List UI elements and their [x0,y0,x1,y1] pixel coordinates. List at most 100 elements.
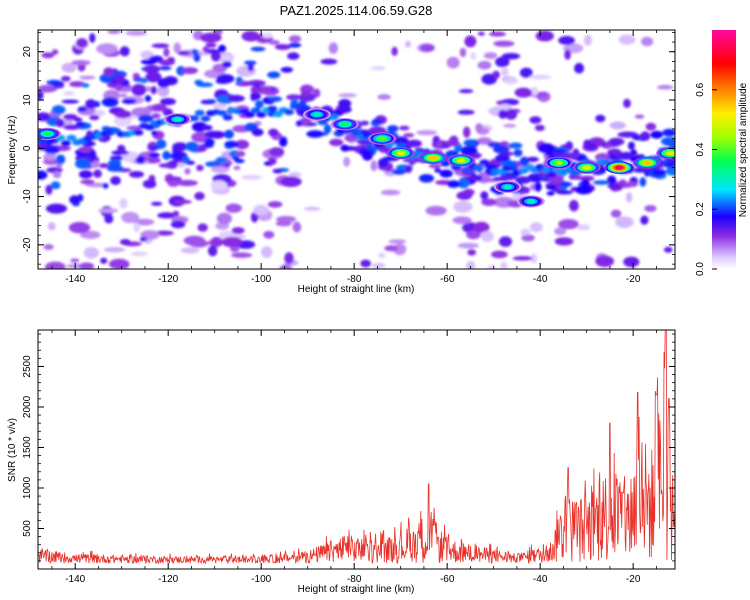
spectrogram-cell [499,141,509,146]
x-tick-label: -100 [251,574,271,585]
spectrogram-cell [627,141,635,150]
spectrogram-cell [439,169,453,178]
spectrogram-noise-cell [160,98,176,106]
spectrogram-cell [338,105,352,114]
colorbar: 0.0 0.2 0.4 0.6 Normalized spectral amplitu… [695,30,749,276]
spectrogram-noise-cell [618,34,636,45]
spectrogram-cell [50,181,61,190]
spectrogram-noise-cell [343,156,351,167]
spectrogram-noise-cell [133,222,141,233]
spectrogram-cell [487,142,504,148]
spectrogram-cell [148,152,160,158]
spectrogram-cell [156,139,167,149]
spectrogram-noise-cell [610,209,622,218]
spectrogram-noise-cell [520,228,531,236]
spectrogram-noise-cell [119,198,128,209]
spectrogram-noise-cell [477,60,492,70]
spectrogram-cell [75,121,86,127]
spectrogram-noise-cell [644,205,657,212]
spectrogram-cell [110,176,121,186]
spectrogram-cell [200,99,212,105]
spectrogram-cell [365,144,374,151]
spectrogram-noise-cell [217,54,233,63]
spectrogram-noise-cell [452,216,472,225]
spectrogram-noise-cell [119,93,128,98]
spectrogram-cell [274,44,291,50]
spectrogram-cell [158,66,172,71]
spectrogram-cell [150,86,157,95]
spectrogram-cell [399,125,410,131]
spectrogram-noise-cell [235,234,246,239]
spectrogram-cell [109,155,124,161]
spectrogram-ridge-cell [250,107,261,114]
y-tick-label: 2500 [22,355,33,378]
spectrogram-noise-cell [576,224,591,231]
spectrogram-ridge-cell [546,171,557,178]
spectrogram-noise-cell [470,52,477,60]
spectrogram-cell [387,125,399,133]
spectrogram-noise-cell [276,215,297,223]
spectrogram-noise-cell [477,31,485,36]
spectrogram-noise-cell [288,171,302,178]
y-tick-label: 1500 [22,436,33,459]
spectrogram-noise-cell [378,253,386,258]
spectrogram-noise-cell [280,176,302,187]
spectrogram-cell [268,148,283,155]
spectrogram-noise-cell [656,84,674,90]
spectrogram-noise-cell [216,212,232,225]
spectrogram-noise-cell [261,32,273,39]
spectrogram-noise-cell [43,158,60,165]
spectrogram-noise-cell [213,103,227,109]
spectrogram-cell [302,117,310,126]
spectrogram-noise-cell [475,123,483,133]
spectrogram-noise-cell [514,87,533,98]
spectrogram-noise-cell [150,201,163,206]
colorbar-ticks: 0.0 0.2 0.4 0.6 [695,82,717,276]
spectrogram-noise-cell [303,206,321,211]
x-tick-label: -120 [158,274,178,285]
spectrogram-hotspot [456,158,466,163]
spectrogram-cell [80,179,95,185]
spectrogram-ridge-cell [222,114,233,121]
spectrogram-cell [537,143,555,154]
spectrogram-ridge-cell [563,167,574,174]
spectrogram-noise-cell [76,38,88,49]
spectrogram-cell [323,124,332,134]
spectrogram-cell [665,166,675,176]
spectrogram-cell [106,165,124,172]
x-tick-label: -120 [158,574,178,585]
spectrogram-noise-cell [370,66,386,71]
spectrogram-hotspot [582,165,592,170]
spectrogram-noise-cell [96,43,118,55]
y-tick-label: 20 [22,46,33,58]
y-tick-label: 10 [22,94,33,106]
spectrogram-hotspot [42,131,52,136]
spectrogram-noise-cell [119,46,130,57]
spectrogram-ridge-cell [317,119,328,126]
spectrogram-ylabel: Frequency (Hz) [7,116,18,185]
spectrogram-ridge-cell [133,129,144,136]
spectrogram-cell [235,76,243,84]
spectrogram-noise-cell [289,35,302,43]
spectrogram-cell [89,149,97,160]
spectrogram-ridge-cell [272,111,283,118]
spectrogram-cell [391,139,409,145]
colorbar-tick-label: 0.6 [695,82,706,96]
spectrogram-noise-cell [360,259,372,268]
spectrogram-cell [132,72,140,79]
spectrogram-noise-cell [530,86,539,96]
spectrogram-noise-cell [263,230,275,239]
spectrogram-cell [406,139,422,148]
spectrogram-noise-cell [663,246,673,253]
spectrogram-cell [182,156,190,163]
spectrogram-cell [138,114,154,123]
spectrogram-cell [434,168,442,173]
spectrogram-cell [152,103,167,112]
spectrogram-noise-cell [338,93,357,98]
spectrogram-cell [493,145,510,154]
spectrogram-noise-cell [70,258,80,263]
spectrogram-cell [185,141,199,152]
spectrogram-noise-cell [467,249,477,256]
spectrogram-noise-cell [458,89,474,94]
spectrogram-noise-cell [498,109,508,119]
